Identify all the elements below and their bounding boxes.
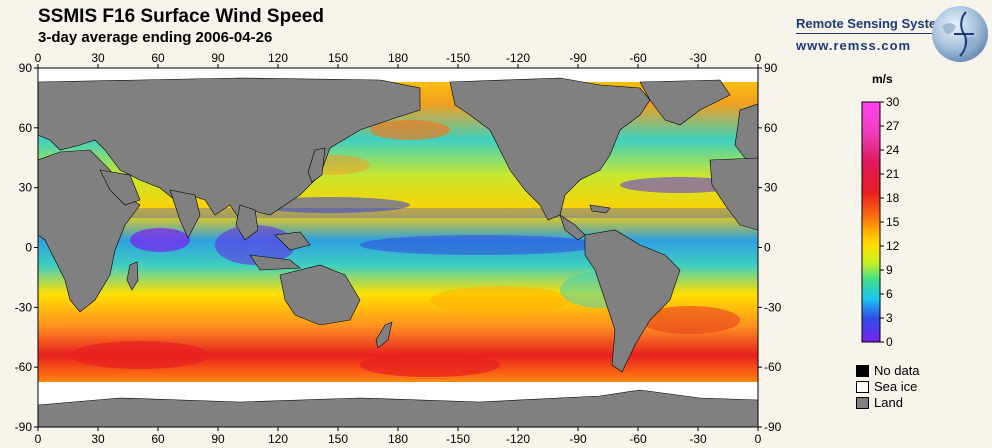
lat-tick-label-right: -90 (764, 420, 782, 434)
colorbar-unit: m/s (872, 72, 893, 86)
lon-tick-label-top: 180 (388, 51, 408, 65)
legend-no-data: No data (856, 363, 920, 378)
lon-tick-label-bottom: 30 (91, 432, 105, 446)
lon-tick-label-top: -120 (506, 51, 530, 65)
lat-tick-label-right: -60 (764, 360, 782, 374)
lat-tick-label-right: 0 (764, 241, 771, 255)
lon-tick-label-bottom: -120 (506, 432, 530, 446)
colorbar-tick-label: 24 (886, 143, 900, 157)
brand-url[interactable]: www.remss.com (796, 38, 912, 53)
longitude-axis: 0 0 30 30 60 60 90 90 120 120 150 150 180 180 -150 -150… (35, 51, 762, 446)
legend-label: Sea ice (874, 379, 918, 394)
lon-tick-label-bottom: 0 (755, 432, 762, 446)
no-data-swatch (856, 364, 869, 377)
lon-tick-label-top: 90 (211, 51, 225, 65)
latitude-axis: 90 90 60 60 30 30 0 0 -30 -30 -60 -60 -90 -90 (15, 61, 782, 434)
brand-name: Remote Sensing Systems (796, 16, 955, 31)
colorbar-tick-label: 12 (886, 239, 900, 253)
lon-tick-label-top: 0 (755, 51, 762, 65)
globe-icon (932, 6, 988, 62)
land-swatch (856, 396, 869, 409)
lon-tick-label-top: 60 (151, 51, 165, 65)
colorbar-tick-label: 9 (886, 263, 893, 277)
lon-tick-label-top: -150 (446, 51, 470, 65)
lon-tick-label-bottom: -30 (689, 432, 707, 446)
lat-tick-label-right: 90 (764, 61, 778, 75)
lon-tick-label-top: 0 (35, 51, 42, 65)
lon-tick-label-bottom: 60 (151, 432, 165, 446)
colorbar-scale (861, 101, 881, 343)
lat-tick-label-right: 30 (764, 181, 778, 195)
colorbar-tick-label: 0 (886, 335, 893, 349)
map-subtitle: 3-day average ending 2006-04-26 (38, 29, 273, 46)
lon-tick-label-bottom: 120 (268, 432, 288, 446)
legend-land: Land (856, 395, 903, 410)
lat-tick-label-right: -30 (764, 300, 782, 314)
lat-tick-label-left: -30 (15, 300, 33, 314)
colorbar-tick-label: 6 (886, 287, 893, 301)
lon-tick-label-bottom: 150 (328, 432, 348, 446)
sea-ice-swatch (856, 380, 869, 393)
colorbar-tick-label: 18 (886, 191, 900, 205)
lon-tick-label-bottom: 180 (388, 432, 408, 446)
legend-label: Land (874, 395, 903, 410)
colorbar-tick-label: 27 (886, 119, 900, 133)
colorbar-tick-label: 30 (886, 95, 900, 109)
legend-label: No data (874, 363, 920, 378)
lat-tick-label-right: 60 (764, 121, 778, 135)
colorbar-tick-label: 3 (886, 311, 893, 325)
legend-sea-ice: Sea ice (856, 379, 917, 394)
lon-tick-label-top: 150 (328, 51, 348, 65)
lon-tick-label-top: -60 (629, 51, 647, 65)
lon-tick-label-bottom: 90 (211, 432, 225, 446)
brand-divider (796, 33, 956, 34)
lon-tick-label-top: -30 (689, 51, 707, 65)
lon-tick-label-top: 30 (91, 51, 105, 65)
lat-tick-label-left: -60 (15, 360, 33, 374)
lat-tick-label-left: 90 (19, 61, 33, 75)
lon-tick-label-top: 120 (268, 51, 288, 65)
map-title: SSMIS F16 Surface Wind Speed (38, 6, 324, 27)
lat-tick-label-left: 30 (19, 181, 33, 195)
lat-tick-label-left: 0 (25, 241, 32, 255)
lon-tick-label-top: -90 (569, 51, 587, 65)
lon-tick-label-bottom: 0 (35, 432, 42, 446)
colorbar-tick-label: 21 (886, 167, 900, 181)
lat-tick-label-left: 60 (19, 121, 33, 135)
lon-tick-label-bottom: -60 (629, 432, 647, 446)
lon-tick-label-bottom: -90 (569, 432, 587, 446)
colorbar-tick-label: 15 (886, 215, 900, 229)
lon-tick-label-bottom: -150 (446, 432, 470, 446)
land-masses (38, 77, 758, 427)
lat-tick-label-left: -90 (15, 420, 33, 434)
